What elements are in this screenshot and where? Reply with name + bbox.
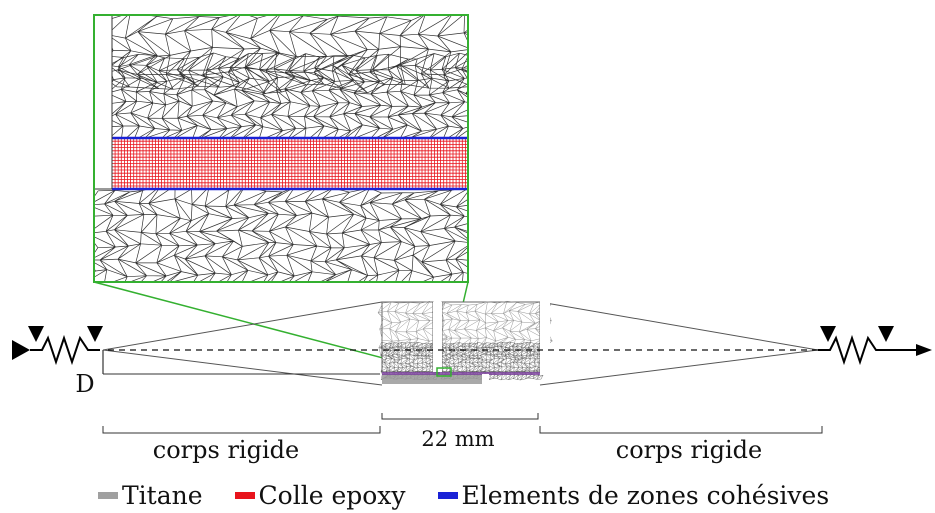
zoom-frame xyxy=(93,14,469,283)
zoom-marker xyxy=(436,367,452,377)
mesh-edges xyxy=(94,189,468,282)
left-region-label: corps rigide xyxy=(153,436,299,464)
spring-icon xyxy=(30,334,100,366)
displacement-label: D xyxy=(75,370,94,398)
legend: Titane Colle epoxy Elements de zones coh… xyxy=(98,478,829,512)
dimension-brackets xyxy=(102,413,823,434)
rigid-body-left xyxy=(102,301,383,386)
legend-item-epoxy: Colle epoxy xyxy=(234,480,406,510)
load-arrow-icon xyxy=(916,344,932,356)
spring-icon xyxy=(818,334,888,366)
specimen-edge-mask xyxy=(540,300,550,375)
legend-label: Titane xyxy=(122,480,203,510)
titanium-mesh-bottom xyxy=(94,189,468,282)
support-triangle-icon xyxy=(28,326,44,342)
legend-item-cohesive: Elements de zones cohésives xyxy=(437,480,830,510)
cohesive-swatch-icon xyxy=(437,491,458,499)
specimen-length-label: 22 mm xyxy=(421,427,494,451)
specimen xyxy=(377,300,553,386)
fixed-support-arrow-icon xyxy=(12,340,30,360)
titanium-swatch-icon xyxy=(98,491,118,499)
legend-item-titane: Titane xyxy=(98,481,203,510)
titanium-lower-substrate xyxy=(382,374,482,384)
titanium-mesh-top xyxy=(112,16,468,138)
left-boundary xyxy=(12,326,103,366)
support-triangle-icon xyxy=(820,326,836,342)
offset-dimension xyxy=(102,350,380,375)
specimen-gap xyxy=(433,302,442,372)
right-region-label: corps rigide xyxy=(616,436,762,464)
support-triangle-icon xyxy=(878,326,894,342)
lap-gap xyxy=(482,374,489,386)
legend-label: Colle epoxy xyxy=(258,480,406,510)
legend-label: Elements de zones cohésives xyxy=(461,480,830,510)
right-boundary xyxy=(818,326,932,366)
support-triangle-icon xyxy=(87,326,103,342)
rigid-body-right xyxy=(539,301,819,386)
mesh-edges xyxy=(112,52,468,138)
adhesive-band xyxy=(382,372,540,375)
zoom-inset xyxy=(93,14,469,283)
mesh-edges xyxy=(112,16,468,94)
epoxy-swatch-icon xyxy=(234,491,255,499)
